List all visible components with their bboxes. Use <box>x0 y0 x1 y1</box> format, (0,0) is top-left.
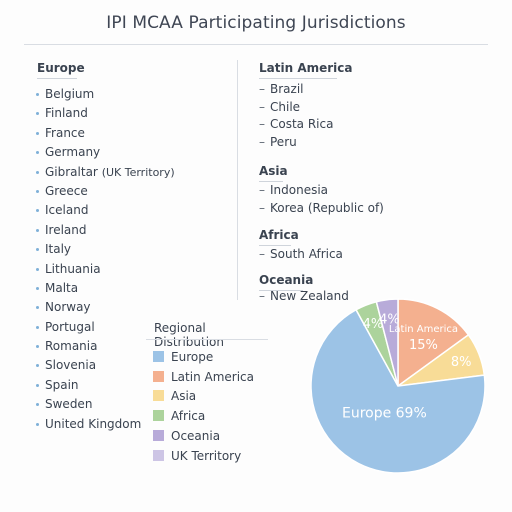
legend-swatch <box>153 370 164 382</box>
jurisdiction-europe-item: United Kingdom <box>36 415 175 434</box>
jurisdiction-asia-item: Korea (Republic of) <box>259 200 384 218</box>
pie-slice-latin-america <box>397 298 470 388</box>
jurisdiction-europe-item: Germany <box>36 143 175 162</box>
jurisdiction-europe-item: Norway <box>36 298 175 317</box>
heading-latin-america-label: Latin America <box>259 61 353 75</box>
jurisdiction-oceania-item: New Zealand <box>259 288 349 306</box>
pie-slice-oceania <box>375 298 399 387</box>
jurisdiction-europe-item: Romania <box>36 337 175 356</box>
asia-list: IndonesiaKorea (Republic of) <box>259 182 384 217</box>
legend-item: Latin America <box>153 370 254 384</box>
oceania-list: New Zealand <box>259 288 349 306</box>
heading-europe: Europe <box>37 61 85 79</box>
legend-swatch <box>153 351 164 362</box>
pie-slice-label: Latin America <box>389 324 458 335</box>
latin-america-list: BrazilChileCosta RicaPeru <box>259 81 333 152</box>
jurisdiction-europe-item: Italy <box>36 240 175 259</box>
heading-asia-label: Asia <box>259 164 288 178</box>
jurisdiction-europe-item: France <box>36 124 175 143</box>
jurisdiction-europe-item: Ireland <box>36 221 175 240</box>
column-divider <box>237 60 238 300</box>
legend-swatch <box>153 429 164 441</box>
pie-data-label: 4% <box>363 317 384 332</box>
legend-divider <box>146 339 268 340</box>
jurisdiction-europe-item: Greece <box>36 182 175 201</box>
jurisdiction-europe-item: Sweden <box>36 395 175 414</box>
jurisdiction-latin-america-item: Chile <box>259 99 333 117</box>
jurisdiction-europe-item: Lithuania <box>36 260 175 279</box>
europe-list: Belgium Finland France Germany Gibraltar (UK… <box>36 85 175 434</box>
legend-label: UK Territory <box>171 448 242 463</box>
heading-oceania-label: Oceania <box>259 273 314 287</box>
pie-data-label: 15% <box>409 338 438 353</box>
legend-title: Regional Distribution <box>154 321 225 349</box>
legend-label: Oceania <box>171 428 221 443</box>
legend: Regional Distribution Europe Latin Americ… <box>146 314 268 469</box>
jurisdiction-europe-item: Malta <box>36 279 175 298</box>
jurisdiction-latin-america-item: Costa Rica <box>259 116 333 134</box>
legend-swatch <box>153 410 164 422</box>
legend-label: Africa <box>171 409 206 424</box>
legend-swatch <box>153 390 164 402</box>
page-title: IPI MCAA Participating Jurisdictions <box>106 13 406 33</box>
legend-label: Europe <box>171 350 214 364</box>
legend-item: Oceania <box>153 429 220 443</box>
pie-data-label: Europe 69% <box>342 406 427 422</box>
jurisdiction-europe-item: Slovenia <box>36 356 175 375</box>
pie-slice-europe <box>310 308 486 474</box>
jurisdiction-africa-item: South Africa <box>259 246 343 264</box>
pie-data-label: 4% <box>379 313 400 328</box>
jurisdiction-europe-item: Iceland <box>36 201 175 220</box>
legend-item: Asia <box>153 389 196 403</box>
jurisdiction-europe-item: Spain <box>36 376 175 395</box>
pie-data-label: 8% <box>451 355 472 370</box>
jurisdiction-europe-item: Belgium <box>36 85 175 104</box>
heading-africa-label: Africa <box>259 228 299 242</box>
jurisdiction-asia-item: Indonesia <box>259 182 384 200</box>
legend-item: UK Territory <box>153 449 241 463</box>
jurisdiction-latin-america-item: Brazil <box>259 81 333 99</box>
africa-list: South Africa <box>259 246 343 264</box>
title-divider <box>24 44 488 45</box>
legend-label: Asia <box>171 389 197 404</box>
heading-latin-america: Latin America <box>259 61 353 79</box>
legend-label: Latin America <box>171 369 254 384</box>
heading-europe-label: Europe <box>37 61 85 75</box>
jurisdiction-europe-item: Finland <box>36 104 175 123</box>
jurisdiction-europe-item: Gibraltar (UK Territory) <box>36 163 175 182</box>
jurisdiction-latin-america-item: Peru <box>259 134 333 152</box>
legend-item: Europe <box>153 350 213 364</box>
legend-item: Africa <box>153 409 205 423</box>
legend-swatch <box>153 449 164 461</box>
jurisdiction-europe-item: Portugal <box>36 318 175 337</box>
